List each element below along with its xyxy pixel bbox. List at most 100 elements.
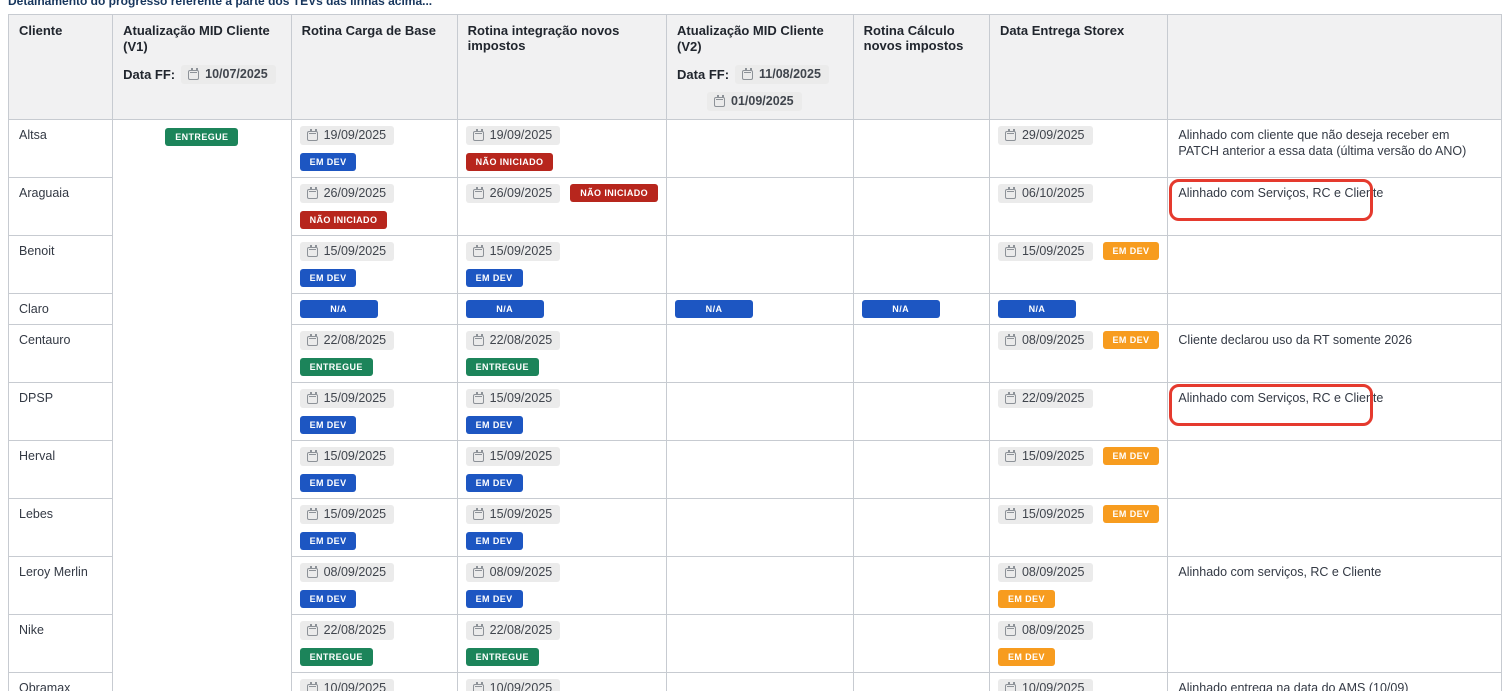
note-text: Alinhado com Serviços, RC e Cliente [1178,185,1384,200]
progress-table: Cliente Atualização MID Cliente (V1) Dat… [7,14,1502,691]
status-badge[interactable]: EM DEV [465,589,523,608]
date-chip[interactable]: 11/08/2025 [735,64,829,84]
calendar-icon [472,681,484,691]
page-caption: Detalhamento do progresso referente a pa… [8,0,433,8]
date-chip[interactable]: 15/09/2025 [465,504,561,524]
status-badge[interactable]: NÃO INICIADO [570,184,659,202]
status-badge[interactable]: EM DEV [299,589,357,608]
status-badge[interactable]: EM DEV [299,268,357,287]
client-name: Lebes [19,506,54,521]
table-row: Claro N/A N/A N/A N/A N/A [7,292,1502,325]
status-badge[interactable]: EM DEV [1102,331,1160,349]
date-chip[interactable]: 22/08/2025 [299,620,395,640]
status-badge[interactable]: EM DEV [1102,242,1160,260]
calendar-icon [472,507,484,520]
date-value: 01/09/2025 [731,93,794,108]
calendar-icon [306,391,318,404]
status-badge[interactable]: EM DEV [299,473,357,492]
client-name-cell: Lebes [7,497,114,557]
date-chip[interactable]: 15/09/2025 [465,388,561,408]
status-badge[interactable]: ENTREGUE [299,357,373,376]
date-chip[interactable]: 08/09/2025 [997,562,1093,582]
date-chip[interactable]: 08/09/2025 [465,562,561,582]
status-badge[interactable]: ENTREGUE [165,127,239,146]
data-ff-label: Data FF: [677,66,730,82]
date-chip[interactable]: 15/09/2025 [299,504,395,524]
status-badge[interactable]: EM DEV [997,589,1055,608]
date-chip[interactable]: 22/08/2025 [299,330,395,350]
date-chip[interactable]: 10/07/2025 [181,64,276,84]
status-badge[interactable]: EM DEV [1102,505,1160,523]
date-chip[interactable]: 26/09/2025 [299,183,395,203]
date-chip[interactable]: 22/08/2025 [465,330,561,350]
note-cell: Alinhado com serviços, RC e Cliente [1167,555,1502,615]
date-chip[interactable]: 15/09/2025 [299,446,395,466]
date-chip[interactable]: 15/09/2025 [299,241,395,261]
date-chip[interactable]: 06/10/2025 [997,183,1093,203]
date-chip[interactable]: 26/09/2025 [465,183,561,203]
date-value: 10/09/2025 [1021,680,1085,691]
col-header-label: Rotina Cálculo novos impostos [863,23,964,53]
calendar-icon [472,244,484,257]
status-badge[interactable]: EM DEV [299,415,357,434]
date-value: 19/09/2025 [489,127,553,142]
status-badge[interactable]: EM DEV [299,152,357,171]
date-chip[interactable]: 10/09/2025 [465,678,561,691]
client-name: Herval [19,448,56,463]
table-cell: 08/09/2025 EM DEV [456,555,668,615]
table-cell [666,497,854,557]
date-value: 15/09/2025 [1021,243,1085,258]
date-chip[interactable]: 08/09/2025 [299,562,395,582]
date-chip[interactable]: 19/09/2025 [299,125,395,145]
date-chip[interactable]: 01/09/2025 [707,91,802,111]
table-cell [666,176,854,236]
table-cell: N/A [290,292,458,325]
client-name-cell: Obramax [7,671,114,691]
status-badge[interactable]: EM DEV [465,531,523,550]
date-chip[interactable]: 15/09/2025 [299,388,395,408]
status-badge[interactable]: NÃO INICIADO [465,152,554,171]
date-chip[interactable]: 29/09/2025 [997,125,1093,145]
table-cell: N/A [988,292,1169,325]
date-chip[interactable]: 15/09/2025 [997,241,1093,261]
table-cell: 19/09/2025 NÃO INICIADO [456,118,668,178]
date-value: 15/09/2025 [323,390,387,405]
status-badge[interactable]: ENTREGUE [465,357,539,376]
status-badge[interactable]: N/A [465,300,544,318]
date-value: 08/09/2025 [1021,332,1085,347]
date-chip[interactable]: 08/09/2025 [997,330,1093,350]
status-badge[interactable]: NÃO INICIADO [299,210,388,229]
date-chip[interactable]: 22/09/2025 [997,388,1093,408]
table-cell [852,613,990,673]
calendar-icon [1004,391,1016,404]
date-chip[interactable]: 15/09/2025 [465,446,561,466]
status-badge[interactable]: N/A [861,300,940,318]
col-header-label: Cliente [19,23,63,38]
date-chip[interactable]: 10/09/2025 [997,678,1093,691]
status-badge[interactable]: EM DEV [465,415,523,434]
status-badge[interactable]: EM DEV [465,268,523,287]
note-cell [1167,497,1502,557]
status-badge[interactable]: EM DEV [997,647,1055,666]
date-chip[interactable]: 15/09/2025 [997,504,1093,524]
status-badge[interactable]: EM DEV [299,531,357,550]
status-badge[interactable]: N/A [997,300,1076,318]
status-badge[interactable]: EM DEV [1102,447,1160,465]
date-value: 22/08/2025 [489,332,553,347]
date-chip[interactable]: 19/09/2025 [465,125,561,145]
status-badge[interactable]: ENTREGUE [465,647,539,666]
calendar-icon [1004,333,1016,346]
date-chip[interactable]: 15/09/2025 [465,241,561,261]
status-badge[interactable]: N/A [299,300,378,318]
date-value: 22/09/2025 [1021,390,1085,405]
col-header-storex: Data Entrega Storex [988,14,1169,120]
status-badge[interactable]: ENTREGUE [299,647,373,666]
table-cell: 15/09/2025 EM DEV [290,439,458,499]
date-chip[interactable]: 22/08/2025 [465,620,561,640]
status-badge[interactable]: N/A [675,300,754,318]
date-chip[interactable]: 15/09/2025 [997,446,1093,466]
status-badge[interactable]: EM DEV [465,473,523,492]
date-chip[interactable]: 10/09/2025 [299,678,395,691]
date-chip[interactable]: 08/09/2025 [997,620,1093,640]
